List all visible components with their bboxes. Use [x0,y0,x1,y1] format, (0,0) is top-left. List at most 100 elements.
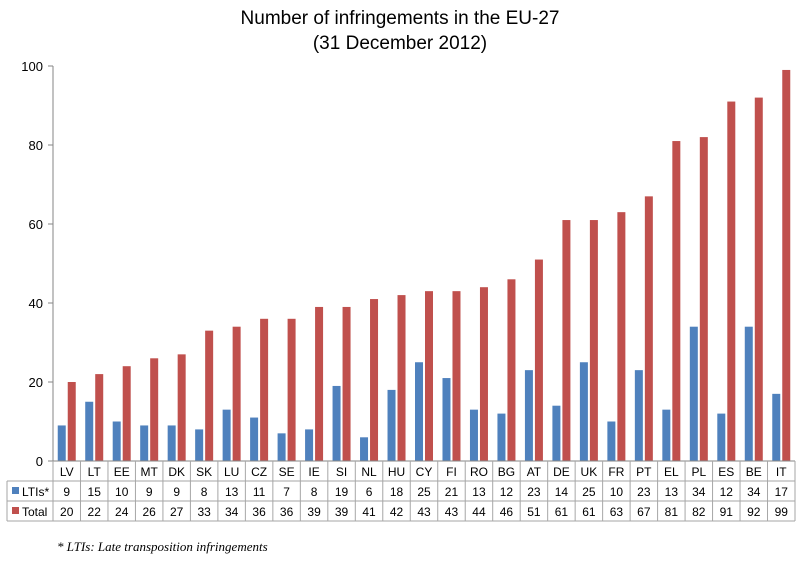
data-label: 22 [88,505,102,519]
data-label: 14 [555,485,569,499]
category-label: FR [608,465,624,479]
y-tick-label: 100 [21,59,43,74]
category-label: PL [691,465,706,479]
y-tick-label: 40 [29,296,43,311]
data-label: 25 [582,485,596,499]
data-label: 41 [362,505,376,519]
category-label: SE [279,465,295,479]
data-label: 9 [173,485,180,499]
data-label: 91 [720,505,734,519]
data-label: 36 [252,505,266,519]
data-label: 15 [88,485,102,499]
footnote: * LTIs: Late transposition infringements [57,539,268,554]
bar-total-lv [67,382,76,461]
data-label: 7 [283,485,290,499]
category-label: AT [527,465,542,479]
data-label: 23 [527,485,541,499]
data-label: 26 [143,505,157,519]
category-label: LT [88,465,102,479]
data-label: 33 [197,505,211,519]
bar-total-pt [644,196,653,461]
bar-ltis-de [552,405,561,461]
bar-ltis-uk [579,362,588,461]
data-label: 46 [500,505,514,519]
category-label: LU [224,465,239,479]
bar-ltis-lu [222,409,231,461]
bar-ltis-sk [195,429,204,461]
bar-total-ee [122,366,131,461]
bar-ltis-it [772,393,781,461]
data-label: 36 [280,505,294,519]
bar-total-at [534,259,543,461]
bar-total-be [754,97,763,461]
bar-ltis-pl [689,326,698,461]
legend-label: Total [22,505,47,519]
bar-ltis-at [524,370,533,461]
bar-total-de [562,220,571,461]
data-label: 92 [747,505,761,519]
data-label: 12 [500,485,514,499]
bar-total-sk [205,330,214,461]
data-label: 10 [115,485,129,499]
data-label: 34 [747,485,761,499]
category-label: HU [388,465,405,479]
category-label: ES [718,465,734,479]
category-label: CZ [251,465,267,479]
chart-plot: 020406080100LV920LT1522EE1024MT926DK927S… [6,59,796,522]
bar-total-uk [589,220,598,461]
category-label: RO [470,465,488,479]
data-label: 20 [60,505,74,519]
bar-total-bg [507,279,516,461]
data-label: 25 [417,485,431,499]
bar-total-si [342,306,351,461]
data-label: 44 [472,505,486,519]
data-label: 8 [201,485,208,499]
data-label: 42 [390,505,404,519]
category-label: LV [60,465,74,479]
bar-total-se [287,318,296,461]
category-label: DK [168,465,185,479]
data-label: 11 [253,485,266,499]
bar-ltis-ro [469,409,478,461]
data-label: 17 [775,485,789,499]
data-label: 39 [335,505,349,519]
data-label: 67 [637,505,651,519]
bar-ltis-nl [360,437,369,461]
bar-total-hu [397,295,406,461]
y-tick-label: 0 [36,454,43,469]
category-label: MT [141,465,159,479]
bar-total-fr [617,212,626,461]
category-label: EE [114,465,130,479]
bar-total-lt [95,374,104,461]
category-label: UK [581,465,598,479]
category-label: NL [361,465,377,479]
data-label: 63 [610,505,624,519]
category-label: SI [336,465,347,479]
data-label: 21 [445,485,459,499]
data-label: 6 [366,485,373,499]
bar-ltis-dk [167,425,176,461]
data-label: 23 [637,485,651,499]
data-label: 13 [665,485,679,499]
data-label: 13 [472,485,486,499]
category-label: PT [636,465,652,479]
data-label: 39 [307,505,321,519]
data-label: 9 [63,485,70,499]
bar-ltis-mt [140,425,149,461]
bar-ltis-es [717,413,726,461]
bar-total-it [782,69,791,461]
bar-total-cz [260,318,269,461]
data-label: 9 [146,485,153,499]
category-label: DE [553,465,570,479]
bar-ltis-be [744,326,753,461]
bar-total-lu [232,326,241,461]
bar-ltis-hu [387,389,396,461]
bar-total-nl [370,299,379,461]
data-label: 43 [417,505,431,519]
legend-label: LTIs* [22,485,49,499]
bar-ltis-lv [57,425,66,461]
category-label: SK [196,465,212,479]
chart-title: Number of infringements in the EU-27 (31… [0,6,800,56]
category-label: IE [308,465,319,479]
